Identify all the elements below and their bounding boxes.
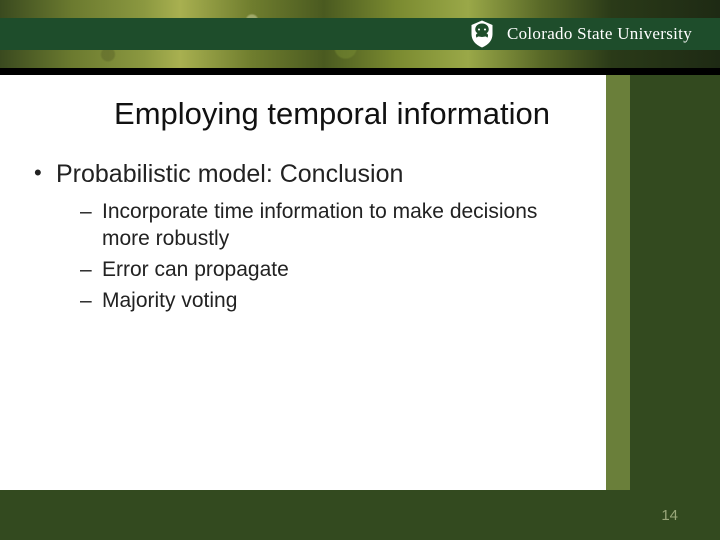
page-number: 14 <box>661 507 678 524</box>
footer-bar <box>0 490 720 540</box>
ram-logo-icon <box>467 19 497 49</box>
list-item: Probabilistic model: Conclusion Incorpor… <box>32 160 576 315</box>
slide: Colorado State University Employing temp… <box>0 0 720 540</box>
sidebar-accent-light <box>606 75 630 490</box>
bullet-text: Probabilistic model: Conclusion <box>56 160 403 188</box>
list-item: Incorporate time information to make dec… <box>80 199 576 253</box>
bullet-list-level2: Incorporate time information to make dec… <box>80 199 576 315</box>
bullet-list-level1: Probabilistic model: Conclusion Incorpor… <box>32 160 576 315</box>
university-name: Colorado State University <box>507 24 692 44</box>
header-brand-bar: Colorado State University <box>0 18 720 50</box>
list-item: Error can propagate <box>80 257 576 284</box>
content-area: Employing temporal information Probabili… <box>0 90 600 325</box>
sidebar-accent-dark <box>630 75 720 490</box>
list-item: Majority voting <box>80 288 576 315</box>
header-divider-strip <box>0 68 720 75</box>
slide-title: Employing temporal information <box>88 96 576 132</box>
